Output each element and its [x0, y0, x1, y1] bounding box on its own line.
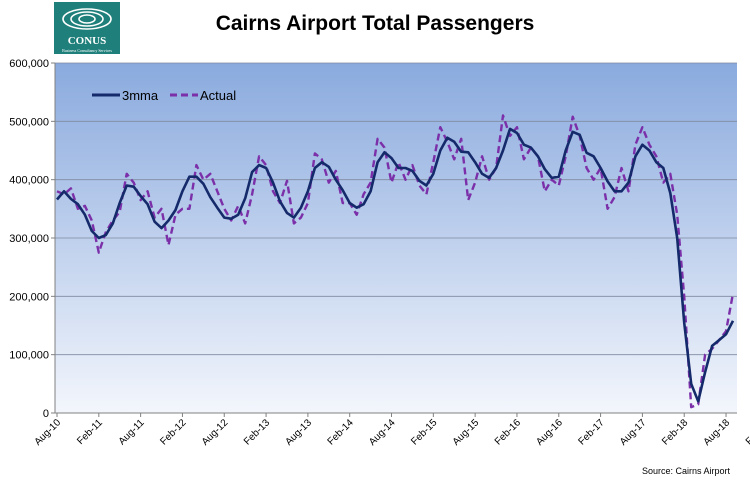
x-tick-label: Feb-12: [158, 417, 188, 447]
source-note: Source: Cairns Airport: [642, 466, 731, 476]
x-tick-label: Feb-14: [326, 417, 356, 447]
series-line-actual: [56, 114, 735, 409]
x-tick-label: Feb-15: [409, 417, 439, 447]
logo-emblem-icon: [62, 8, 112, 30]
x-tick-label: Aug-16: [534, 417, 565, 448]
x-tick-label: Aug-18: [702, 417, 733, 448]
y-tick-label: 200,000: [9, 291, 49, 303]
y-tick-label: 0: [43, 408, 49, 420]
y-tick-label: 400,000: [9, 175, 49, 187]
series-line-3mma: [56, 127, 735, 403]
x-axis-ticks: Aug-10 Feb-11 Aug-11 Feb-12 Aug-12 Feb-13 Aug-…: [33, 413, 750, 448]
x-tick-label: Aug-11: [117, 417, 147, 447]
y-tick-label: 600,000: [9, 58, 49, 70]
x-tick-label: Aug-17: [618, 417, 649, 448]
x-tick-label: Aug-10: [33, 417, 64, 448]
x-tick-label: Feb-17: [577, 417, 607, 447]
chart-title: Cairns Airport Total Passengers: [216, 12, 535, 35]
logo-name: CONUS: [68, 35, 107, 47]
gridlines: [55, 62, 737, 356]
x-tick-label: Feb-19: [744, 417, 750, 447]
x-tick-label: Aug-12: [200, 417, 231, 448]
legend-label-3mma: 3mma: [122, 88, 159, 103]
x-tick-label: Feb-11: [75, 417, 105, 447]
x-tick-label: Feb-18: [660, 417, 690, 447]
x-tick-label: Aug-13: [283, 417, 314, 448]
y-axis-ticks: 0 100,000 200,000 300,000 400,000 500,000 600,…: [9, 58, 55, 420]
logo-tagline: Business Consultancy Services: [62, 48, 112, 53]
x-tick-label: Feb-13: [242, 417, 272, 447]
series-group: [56, 114, 735, 409]
x-tick-label: Aug-14: [367, 417, 398, 448]
x-tick-label: Aug-15: [451, 417, 482, 448]
y-tick-label: 500,000: [9, 116, 49, 128]
y-tick-label: 300,000: [9, 233, 49, 245]
conus-logo: CONUS Business Consultancy Services: [54, 2, 120, 54]
x-tick-label: Feb-16: [493, 417, 523, 447]
y-tick-label: 100,000: [9, 350, 49, 362]
legend-label-actual: Actual: [200, 88, 236, 103]
legend: 3mma Actual: [92, 88, 236, 103]
